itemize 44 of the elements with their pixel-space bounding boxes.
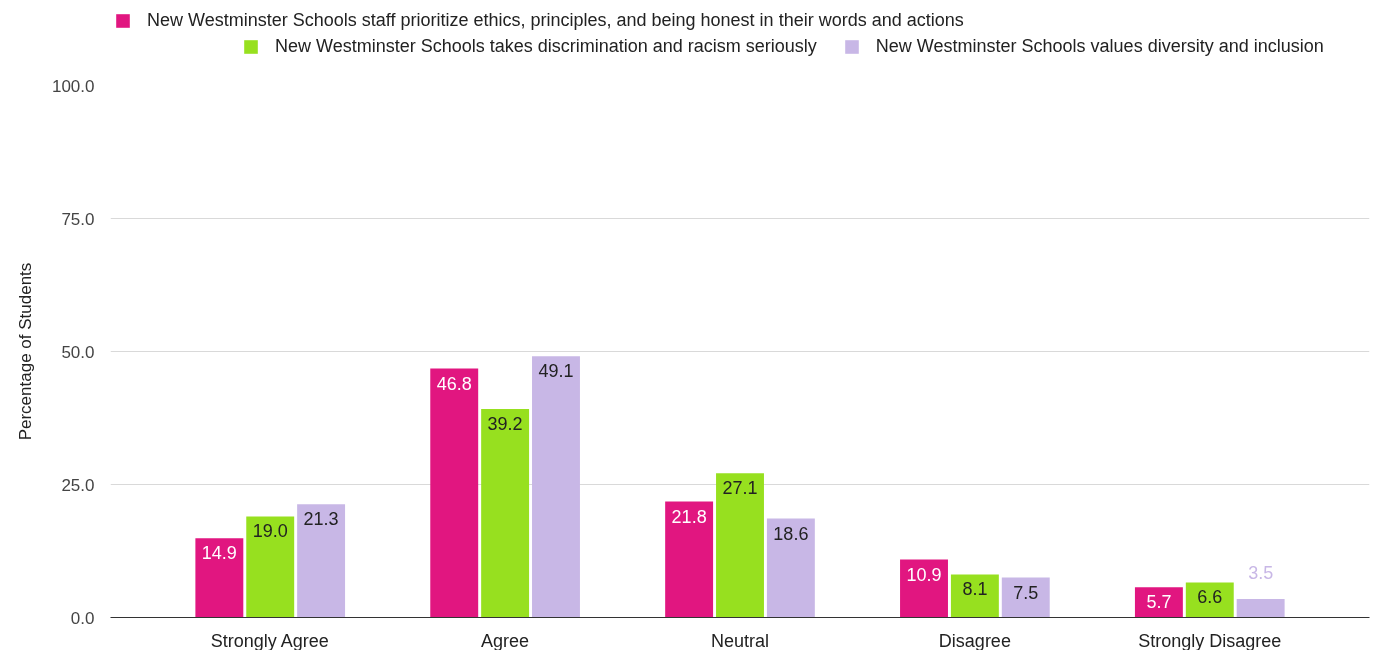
data-label: 46.8: [436, 373, 472, 394]
y-axis-title: Percentage of Students: [15, 262, 35, 441]
bar: [1236, 598, 1285, 618]
bar: [481, 408, 530, 618]
y-tick-label: 100.0: [51, 76, 95, 96]
data-label: 14.9: [201, 543, 237, 564]
legend-label: New Westminster Schools staff prioritize ethics, principles, and being honest in their words and actions: [147, 10, 964, 31]
bar: [900, 559, 948, 618]
data-label: 3.5: [1248, 562, 1274, 583]
y-tick-label: 0.0: [70, 608, 95, 628]
data-label: 8.1: [962, 579, 988, 600]
data-label: 21.8: [671, 506, 707, 527]
y-tick-label: 25.0: [61, 475, 95, 495]
y-tick-label: 75.0: [61, 209, 95, 229]
bar: [716, 473, 764, 618]
bar: [1001, 577, 1050, 618]
x-tick-label: Neutral: [710, 630, 770, 650]
data-label: 10.9: [906, 564, 942, 585]
bar: [297, 504, 346, 618]
data-label: 18.6: [773, 523, 809, 544]
data-label: 6.6: [1197, 587, 1223, 608]
data-label: 49.1: [538, 361, 574, 382]
bar: [1185, 582, 1234, 618]
data-label: 5.7: [1146, 592, 1172, 613]
x-tick-label: Strongly Agree: [210, 630, 329, 650]
x-tick-label: Strongly Disagree: [1138, 630, 1282, 650]
x-tick-label: Agree: [481, 630, 530, 650]
bar: [950, 574, 999, 618]
bar: [246, 516, 295, 618]
data-label: 7.5: [1013, 582, 1039, 603]
data-label: 39.2: [487, 413, 523, 434]
bar: [430, 368, 479, 618]
data-label: 19.0: [252, 521, 288, 542]
bar: [1134, 587, 1183, 618]
x-tick-label: Disagree: [938, 630, 1011, 650]
legend-label: New Westminster Schools takes discrimination and racism seriously: [275, 36, 817, 57]
data-label: 27.1: [722, 478, 758, 499]
legend-label: New Westminster Schools values diversity and inclusion: [875, 36, 1324, 57]
bar: [532, 356, 580, 618]
bar: [195, 538, 244, 618]
bar: [665, 501, 714, 618]
y-tick-label: 50.0: [61, 342, 95, 362]
bar: [766, 518, 815, 618]
data-label: 21.3: [303, 509, 339, 530]
